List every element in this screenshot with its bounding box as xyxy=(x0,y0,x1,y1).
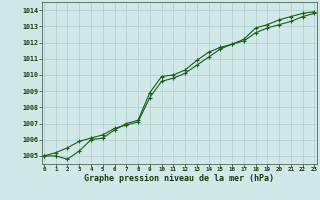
X-axis label: Graphe pression niveau de la mer (hPa): Graphe pression niveau de la mer (hPa) xyxy=(84,174,274,183)
